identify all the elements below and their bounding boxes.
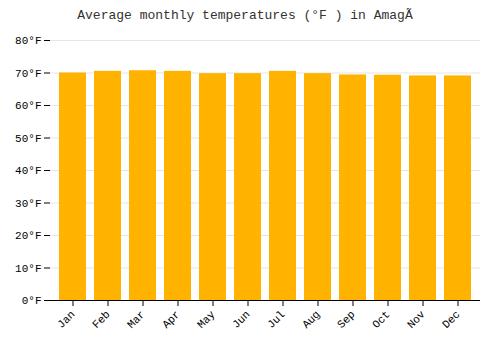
svg-text:Sep: Sep	[335, 308, 357, 330]
svg-text:50°F: 50°F	[15, 133, 41, 145]
svg-text:Apr: Apr	[160, 308, 182, 330]
svg-text:0°F: 0°F	[22, 295, 42, 307]
svg-text:60°F: 60°F	[15, 100, 41, 112]
html-text:Average monthly temperatures (: Average monthly temperatures (°F ) in Am…	[77, 8, 423, 23]
svg-text:40°F: 40°F	[15, 165, 41, 177]
svg-text:Jan: Jan	[55, 308, 77, 330]
svg-text:Mar: Mar	[125, 308, 147, 330]
svg-text:20°F: 20°F	[15, 230, 41, 242]
svg-text:May: May	[195, 308, 218, 331]
svg-text:Oct: Oct	[370, 308, 392, 330]
svg-text:70°F: 70°F	[15, 68, 41, 80]
svg-text:Jul: Jul	[265, 308, 287, 330]
svg-text:10°F: 10°F	[15, 263, 41, 275]
svg-text:80°F: 80°F	[15, 35, 41, 47]
svg-text:Feb: Feb	[90, 308, 112, 330]
svg-text:Aug: Aug	[300, 308, 322, 330]
svg-text:Nov: Nov	[405, 308, 428, 331]
svg-text:30°F: 30°F	[15, 198, 41, 210]
svg-text:Jun: Jun	[230, 308, 252, 330]
svg-text:Dec: Dec	[440, 308, 462, 330]
